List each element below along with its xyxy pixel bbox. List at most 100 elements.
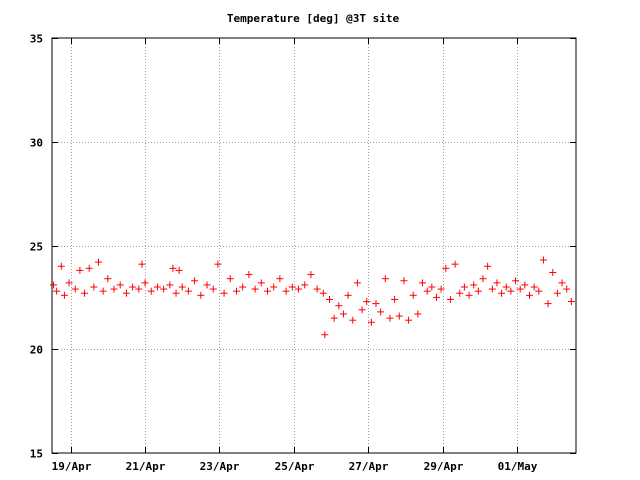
- data-point: [288, 283, 296, 291]
- data-point: [428, 283, 436, 291]
- data-point: [339, 310, 347, 318]
- chart-title: Temperature [deg] @3T site: [227, 12, 400, 25]
- data-point: [465, 291, 473, 299]
- data-point: [363, 298, 371, 306]
- data-point: [507, 287, 515, 295]
- data-point: [197, 291, 205, 299]
- data-point: [419, 279, 427, 287]
- x-tick-label: 01/May: [498, 460, 538, 473]
- data-point: [169, 264, 177, 272]
- data-point: [214, 260, 222, 268]
- x-tick-label: 19/Apr: [52, 460, 92, 473]
- data-point: [319, 289, 327, 297]
- data-point: [276, 275, 284, 283]
- data-point: [502, 283, 510, 291]
- data-point: [160, 285, 168, 293]
- data-point: [110, 285, 118, 293]
- data-point: [451, 260, 459, 268]
- data-point: [122, 289, 130, 297]
- data-point: [60, 291, 68, 299]
- data-point: [175, 266, 183, 274]
- data-point: [270, 283, 278, 291]
- x-tick-label: 25/Apr: [275, 460, 315, 473]
- data-point: [442, 264, 450, 272]
- x-tick-label: 23/Apr: [200, 460, 240, 473]
- data-point: [220, 289, 228, 297]
- data-point: [358, 306, 366, 314]
- y-tick-label: 30: [30, 137, 43, 150]
- data-point: [512, 277, 520, 285]
- data-point: [423, 287, 431, 295]
- data-point: [567, 298, 575, 306]
- data-point: [326, 295, 334, 303]
- data-point: [474, 287, 482, 295]
- data-point: [257, 279, 265, 287]
- x-tick-label: 27/Apr: [349, 460, 389, 473]
- y-tick-label: 35: [30, 33, 43, 46]
- y-tick-label: 15: [30, 448, 43, 461]
- data-point: [172, 289, 180, 297]
- data-point: [178, 283, 186, 291]
- data-point: [400, 277, 408, 285]
- grid-lines: [52, 38, 576, 453]
- data-point: [282, 287, 290, 295]
- data-point: [203, 281, 211, 289]
- data-point: [493, 279, 501, 287]
- data-point: [479, 275, 487, 283]
- data-point: [488, 285, 496, 293]
- data-point: [251, 285, 259, 293]
- data-point: [95, 258, 103, 266]
- data-point: [135, 285, 143, 293]
- data-point: [460, 283, 468, 291]
- data-point: [484, 262, 492, 270]
- data-point: [498, 289, 506, 297]
- data-point: [307, 271, 315, 279]
- data-point: [85, 264, 93, 272]
- data-point: [432, 293, 440, 301]
- data-point: [141, 279, 149, 287]
- data-point: [372, 300, 380, 308]
- data-point: [232, 287, 240, 295]
- data-point: [437, 285, 445, 293]
- data-point: [263, 287, 271, 295]
- data-point: [166, 281, 174, 289]
- data-point: [99, 287, 107, 295]
- data-point: [349, 316, 357, 324]
- data-point: [191, 277, 199, 285]
- data-point: [81, 289, 89, 297]
- x-tick-label: 21/Apr: [126, 460, 166, 473]
- data-point: [563, 285, 571, 293]
- data-point: [50, 281, 58, 289]
- data-point: [57, 262, 65, 270]
- data-point: [353, 279, 361, 287]
- data-point: [367, 318, 375, 326]
- data-point: [90, 283, 98, 291]
- data-point: [446, 295, 454, 303]
- data-point: [530, 283, 538, 291]
- plot-border: [51, 37, 577, 454]
- data-point: [335, 302, 343, 310]
- data-point: [558, 279, 566, 287]
- data-point: [377, 308, 385, 316]
- data-point: [516, 285, 524, 293]
- data-point: [53, 287, 61, 295]
- data-point: [321, 331, 329, 339]
- y-tick-label: 20: [30, 344, 43, 357]
- data-point: [301, 281, 309, 289]
- data-points: [50, 256, 575, 339]
- data-point: [330, 314, 338, 322]
- data-point: [456, 289, 464, 297]
- data-point: [539, 256, 547, 264]
- data-point: [313, 285, 321, 293]
- data-point: [521, 281, 529, 289]
- data-point: [239, 283, 247, 291]
- data-point: [294, 285, 302, 293]
- data-point: [344, 291, 352, 299]
- data-point: [209, 285, 217, 293]
- data-point: [184, 287, 192, 295]
- data-point: [71, 285, 79, 293]
- data-point: [76, 266, 84, 274]
- data-point: [470, 281, 478, 289]
